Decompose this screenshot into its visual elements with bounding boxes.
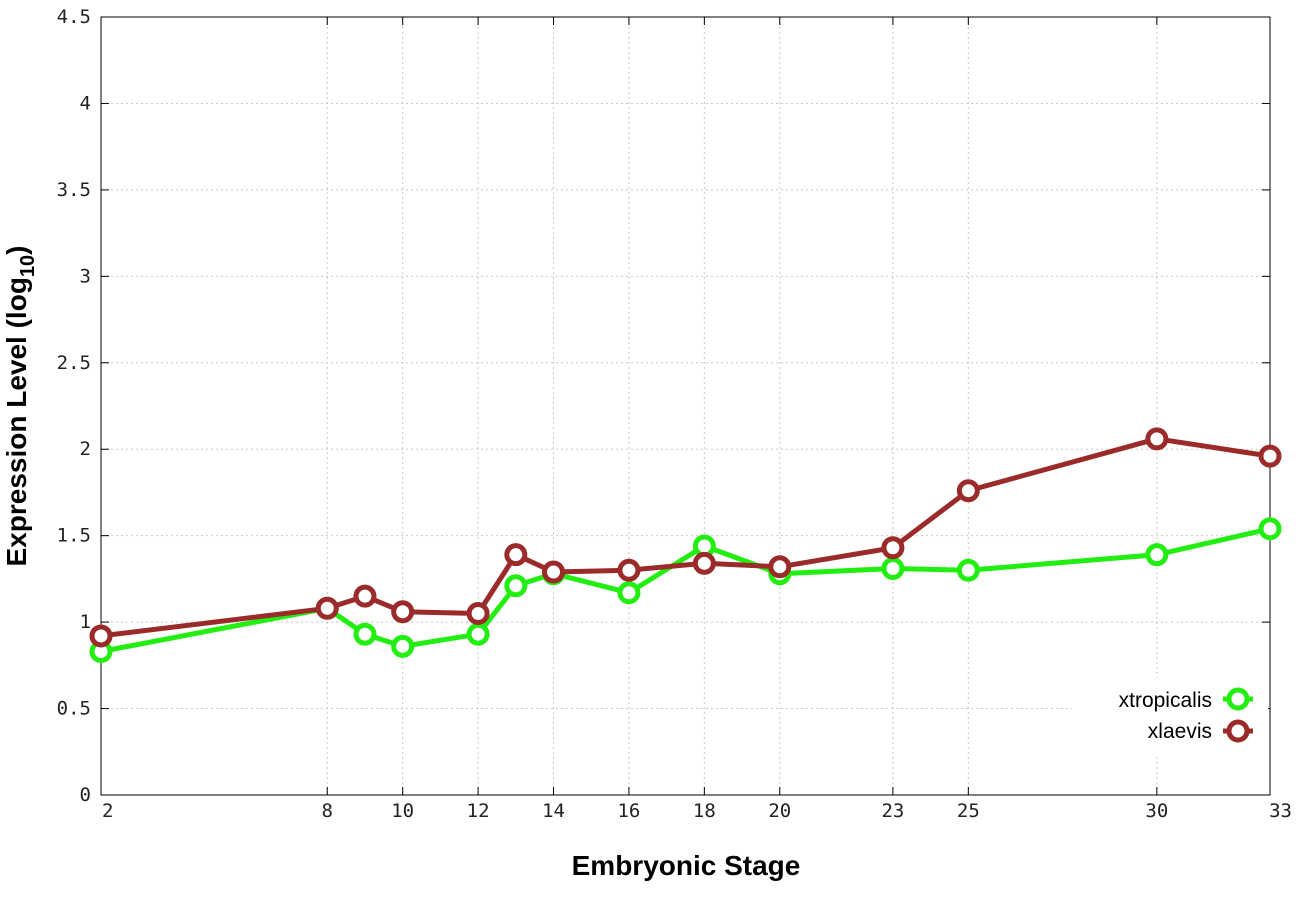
data-point-xlaevis [956,479,980,503]
y-tick-label: 3.5 [57,179,91,201]
series-xlaevis [89,427,1282,648]
data-point-xtropicalis [956,558,980,582]
data-point-xtropicalis [353,622,377,646]
y-tick-label: 1.5 [57,525,91,547]
x-tick-label: 18 [693,800,716,822]
data-point-xlaevis [617,558,641,582]
y-axis-title-close: ) [1,246,32,255]
data-point-xlaevis [466,601,490,625]
y-tick-label: 2.5 [57,352,91,374]
data-point-xtropicalis [1258,517,1282,541]
legend-label-xlaevis: xlaevis [1148,720,1212,743]
data-point-xlaevis [391,600,415,624]
data-point-xtropicalis [391,634,415,658]
data-point-xlaevis [504,543,528,567]
data-point-xtropicalis [466,622,490,646]
y-tick-label: 0 [80,784,91,806]
series [89,427,1282,664]
legend-marker-xtropicalis [1226,687,1250,711]
plot-frame [100,16,1271,796]
data-point-xlaevis [353,584,377,608]
x-tick-label: 2 [102,800,113,822]
data-point-xlaevis [692,551,716,575]
series-xtropicalis [89,517,1282,664]
y-axis-ticks: 0 0.5 1 1.5 2 2.5 3 3.5 4 4.5 [57,6,1270,806]
data-point-xlaevis [542,560,566,584]
x-tick-label: 12 [467,800,490,822]
x-tick-label: 16 [617,800,640,822]
x-tick-label: 25 [957,800,980,822]
y-tick-label: 4 [80,92,91,114]
x-tick-label: 8 [322,800,333,822]
y-tick-label: 3 [80,265,91,287]
y-tick-label: 0.5 [57,698,91,720]
y-tick-label: 1 [80,611,91,633]
data-point-xlaevis [881,536,905,560]
x-tick-label: 14 [542,800,565,822]
x-tick-label: 23 [881,800,904,822]
data-point-xlaevis [768,555,792,579]
data-point-xlaevis [89,624,113,648]
data-point-xtropicalis [504,574,528,598]
y-axis-title-main: Expression Level (log [1,277,32,566]
x-tick-label: 20 [768,800,791,822]
data-point-xlaevis [315,596,339,620]
y-tick-label: 2 [80,438,91,460]
data-point-xlaevis [1145,427,1169,451]
legend-label-xtropicalis: xtropicalis [1119,689,1212,712]
x-tick-label: 30 [1145,800,1168,822]
data-point-xtropicalis [617,581,641,605]
data-point-xtropicalis [1145,543,1169,567]
x-tick-label: 33 [1269,800,1292,822]
y-tick-label: 4.5 [57,6,91,28]
series-line-xlaevis [100,436,1271,639]
y-axis-title-subscript: 10 [17,255,39,277]
legend-marker-xlaevis [1226,719,1250,743]
x-axis-ticks: 2 8 10 12 14 16 18 20 23 25 30 33 [100,17,1292,822]
legend-item-xtropicalis: xtropicalis [1119,687,1253,712]
data-point-xtropicalis [881,557,905,581]
x-tick-label: 10 [391,800,414,822]
y-axis-title: Expression Level (log10) [1,246,39,567]
legend-item-xlaevis: xlaevis [1148,719,1253,743]
data-point-xlaevis [1258,444,1282,468]
series-line-xtropicalis [100,526,1271,654]
x-axis-title: Embryonic Stage [572,850,801,881]
